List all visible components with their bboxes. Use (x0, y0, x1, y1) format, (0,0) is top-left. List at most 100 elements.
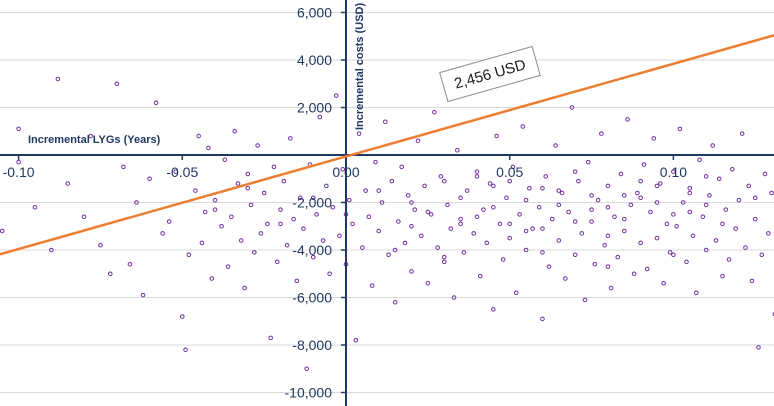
data-point (160, 231, 165, 236)
data-point (389, 178, 395, 184)
data-point (428, 212, 434, 217)
data-point (769, 190, 774, 196)
data-point (540, 316, 545, 322)
data-point (474, 169, 480, 174)
data-point (441, 178, 447, 184)
data-point (199, 240, 205, 246)
data-point (569, 105, 575, 110)
annotation-box (439, 45, 541, 103)
data-point (386, 252, 391, 258)
data-point (304, 366, 310, 372)
data-point (438, 174, 444, 179)
y-tick-label: -2,000 (292, 195, 332, 211)
data-point (638, 195, 643, 201)
data-point (572, 169, 578, 174)
data-point (373, 159, 378, 165)
data-point (644, 266, 650, 272)
y-tick-label: -10,000 (285, 385, 333, 401)
data-point (310, 195, 316, 201)
data-point (405, 193, 411, 198)
data-point (720, 273, 725, 279)
data-point (376, 228, 382, 234)
data-point (212, 207, 218, 212)
data-point (458, 195, 463, 201)
data-point (350, 221, 355, 227)
data-point (710, 143, 715, 148)
data-point (752, 216, 758, 222)
data-point (726, 257, 732, 262)
data-point (324, 183, 329, 189)
data-point (658, 181, 663, 186)
data-point (353, 337, 359, 343)
data-point (605, 204, 611, 210)
data-point (271, 164, 277, 170)
data-point (252, 250, 257, 255)
data-point (631, 271, 637, 277)
data-point (608, 285, 614, 291)
data-point (147, 176, 152, 182)
data-point (65, 181, 71, 186)
data-point (219, 223, 224, 229)
data-point (546, 264, 552, 269)
data-point (556, 188, 562, 193)
data-point (202, 209, 208, 215)
data-point (186, 252, 192, 258)
data-point (556, 238, 562, 243)
data-point (441, 254, 447, 260)
data-point (563, 276, 568, 281)
data-point (615, 254, 621, 260)
data-point (635, 190, 640, 196)
data-point (193, 188, 198, 193)
data-point (382, 119, 388, 125)
data-point (739, 131, 745, 136)
data-point (733, 226, 738, 231)
data-point (589, 207, 594, 212)
data-point (314, 212, 319, 217)
data-point (540, 250, 545, 255)
x-tick-label: 0.10 (660, 164, 687, 180)
data-point (556, 202, 562, 208)
data-point (605, 233, 611, 239)
data-point (680, 200, 686, 205)
data-point (409, 200, 414, 205)
y-tick-label: -6,000 (292, 290, 332, 306)
data-point (523, 228, 529, 234)
x-tick-label: 0.05 (496, 164, 523, 180)
data-point (507, 178, 513, 184)
data-point (602, 242, 607, 248)
data-point (703, 174, 709, 179)
gridlines (0, 12, 774, 393)
data-point (507, 235, 513, 241)
data-point (284, 242, 290, 248)
data-point (605, 183, 611, 189)
data-point (756, 345, 761, 350)
data-point (654, 183, 660, 189)
data-point (127, 261, 133, 267)
data-point (180, 314, 185, 319)
data-point (536, 204, 542, 210)
data-point (671, 212, 676, 217)
data-point (435, 245, 440, 250)
x-tick-label: 0.00 (332, 164, 359, 180)
data-point (494, 133, 499, 139)
data-point (458, 221, 463, 227)
data-point (242, 285, 247, 291)
data-point (700, 214, 706, 220)
data-point (677, 126, 683, 132)
data-point (474, 214, 480, 220)
data-point (523, 247, 529, 253)
data-point (81, 214, 87, 220)
data-point (183, 347, 188, 353)
data-point (248, 202, 254, 208)
data-point (674, 223, 679, 229)
data-point (527, 185, 532, 191)
data-point (399, 164, 404, 170)
data-point (432, 109, 437, 115)
data-point (16, 159, 21, 165)
data-point (618, 171, 624, 177)
data-point (409, 269, 414, 274)
tick-labels: -0.20-0.15-0.10-0.050.000.050.100.150.20… (3, 5, 688, 401)
data-point (572, 219, 578, 224)
data-point (461, 250, 467, 255)
